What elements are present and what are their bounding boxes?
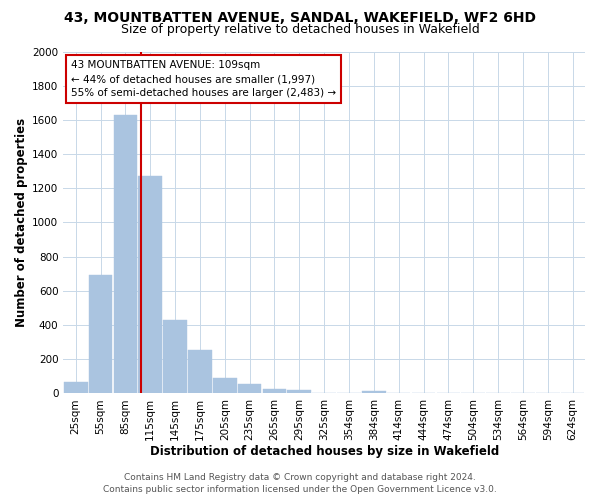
- Y-axis label: Number of detached properties: Number of detached properties: [15, 118, 28, 327]
- Bar: [113, 114, 137, 394]
- Bar: [287, 390, 311, 394]
- Bar: [238, 384, 262, 394]
- Bar: [188, 350, 212, 394]
- Bar: [213, 378, 236, 394]
- X-axis label: Distribution of detached houses by size in Wakefield: Distribution of detached houses by size …: [149, 444, 499, 458]
- Bar: [163, 320, 187, 394]
- Bar: [139, 176, 162, 394]
- Text: Size of property relative to detached houses in Wakefield: Size of property relative to detached ho…: [121, 22, 479, 36]
- Bar: [64, 382, 88, 394]
- Text: 43 MOUNTBATTEN AVENUE: 109sqm
← 44% of detached houses are smaller (1,997)
55% o: 43 MOUNTBATTEN AVENUE: 109sqm ← 44% of d…: [71, 60, 336, 98]
- Bar: [362, 391, 386, 394]
- Text: 43, MOUNTBATTEN AVENUE, SANDAL, WAKEFIELD, WF2 6HD: 43, MOUNTBATTEN AVENUE, SANDAL, WAKEFIEL…: [64, 11, 536, 25]
- Bar: [89, 276, 112, 394]
- Bar: [263, 388, 286, 394]
- Text: Contains HM Land Registry data © Crown copyright and database right 2024.
Contai: Contains HM Land Registry data © Crown c…: [103, 472, 497, 494]
